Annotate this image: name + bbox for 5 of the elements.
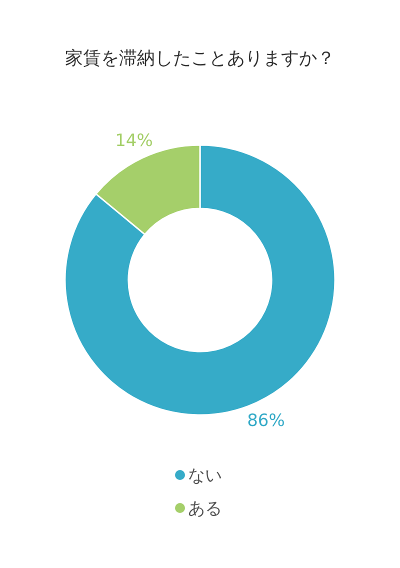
chart-title: 家賃を滞納したことありますか？ bbox=[65, 48, 335, 69]
legend-label: ある bbox=[188, 499, 222, 519]
data-label: 86% bbox=[247, 411, 285, 432]
legend-label: ない bbox=[188, 466, 222, 486]
data-label: 14% bbox=[115, 130, 153, 151]
